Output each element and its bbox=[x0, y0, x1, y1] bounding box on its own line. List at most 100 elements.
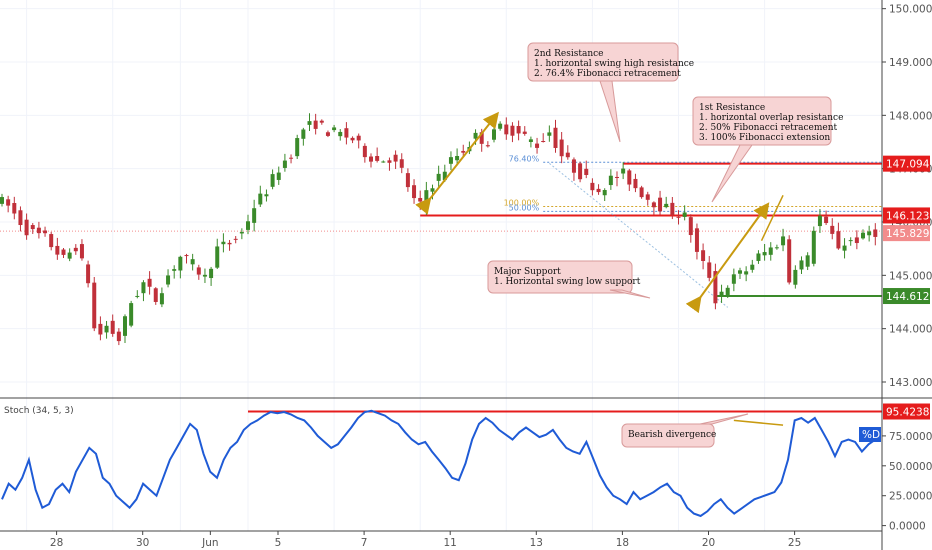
stoch-d-tag-label: %D bbox=[862, 429, 880, 441]
annotation-major-support-text: Major Support bbox=[494, 267, 561, 277]
candle-body bbox=[239, 231, 244, 234]
candle-body bbox=[332, 127, 337, 131]
candle-body bbox=[301, 129, 306, 139]
price-tag-144612: 144.612 bbox=[883, 288, 930, 305]
extension-line bbox=[760, 195, 784, 241]
candle-body bbox=[55, 245, 60, 255]
candle-body bbox=[504, 124, 509, 135]
time-tick-label: 18 bbox=[616, 537, 629, 549]
swing-arrow-up-1 bbox=[415, 111, 499, 215]
annotation-bearish-divergence-bg bbox=[621, 423, 715, 448]
price-tag-146123-label: 146.123 bbox=[886, 210, 929, 222]
candle-body bbox=[707, 262, 712, 278]
candle-body bbox=[578, 163, 583, 180]
candle-body bbox=[602, 190, 607, 196]
candle-body bbox=[861, 232, 865, 239]
candle-body bbox=[36, 227, 41, 234]
candle-body bbox=[0, 197, 4, 204]
candle-body bbox=[227, 242, 232, 245]
time-tick-label: 30 bbox=[136, 537, 149, 549]
candle-body bbox=[209, 268, 214, 279]
candle-body bbox=[498, 123, 503, 129]
price-tick-label: 150.000 bbox=[889, 4, 932, 16]
annotation-1st-resistance-tail bbox=[711, 144, 753, 203]
price-pane[interactable] bbox=[0, 0, 882, 398]
time-tick-label: 28 bbox=[50, 537, 63, 549]
candle-body bbox=[461, 150, 466, 153]
candle-body bbox=[836, 231, 841, 249]
candle-body bbox=[621, 168, 626, 174]
candle-body bbox=[123, 316, 127, 336]
time-tick-label: Jun bbox=[201, 537, 218, 549]
candle-body bbox=[153, 288, 158, 302]
candle-body bbox=[350, 137, 355, 141]
candle-body bbox=[147, 278, 152, 287]
candle-body bbox=[338, 131, 343, 137]
candle-body bbox=[867, 231, 872, 236]
candle-body bbox=[369, 156, 373, 162]
candle-body bbox=[215, 246, 220, 268]
candle-body bbox=[811, 230, 816, 264]
candle-body bbox=[264, 194, 269, 197]
price-tag-147094: 147.094 bbox=[883, 155, 930, 172]
candle-body bbox=[547, 132, 552, 136]
candle-body bbox=[313, 120, 318, 129]
candle-body bbox=[615, 176, 619, 178]
candle-body bbox=[356, 135, 361, 141]
candle-body bbox=[645, 194, 650, 200]
stochastic-indicator: Stoch (34, 5, 3) bbox=[1, 406, 882, 518]
candle-body bbox=[571, 159, 576, 173]
annotation-bearish-divergence-tail bbox=[699, 413, 749, 425]
price-tag-144612-bg bbox=[883, 288, 930, 305]
candle-body bbox=[793, 269, 798, 285]
stoch-tick-label: 0.0000 bbox=[889, 521, 926, 533]
candle-body bbox=[196, 267, 201, 275]
price-axis[interactable]: 150.000149.000148.000147.000146.000145.0… bbox=[882, 4, 932, 389]
candle-body bbox=[430, 188, 435, 192]
stoch-axis[interactable]: 75.0000 50.0000 25.0000 0.0000 bbox=[882, 431, 932, 533]
candle-body bbox=[98, 323, 103, 335]
candle-body bbox=[61, 249, 66, 255]
candle-body bbox=[129, 303, 134, 326]
candle-body bbox=[817, 215, 822, 227]
time-tick-label: 5 bbox=[275, 537, 282, 549]
candle-body bbox=[344, 128, 349, 138]
candle-body bbox=[830, 225, 835, 234]
candle-body bbox=[633, 178, 638, 189]
time-axis[interactable]: 28 30 Jun 5 7 11 13 18 20 25 bbox=[50, 531, 801, 549]
candle-body bbox=[43, 230, 48, 234]
candle-body bbox=[781, 236, 786, 246]
annotation-major-support-bg bbox=[487, 260, 633, 294]
candle-body bbox=[110, 320, 115, 334]
candle-body bbox=[6, 199, 11, 206]
stoch-tag-level-label: 95.4238 bbox=[886, 407, 929, 419]
candle-body bbox=[86, 264, 91, 284]
candle-body bbox=[172, 269, 177, 271]
candle-body bbox=[873, 229, 878, 237]
candle-body bbox=[307, 121, 312, 125]
stoch-pane[interactable] bbox=[0, 398, 882, 531]
price-tick-label: 149.000 bbox=[889, 57, 932, 69]
candle-body bbox=[67, 252, 72, 259]
candle-body bbox=[221, 241, 226, 245]
candle-body bbox=[596, 188, 601, 193]
swing-arrow-up-2 bbox=[685, 202, 770, 314]
candle-body bbox=[559, 139, 564, 157]
candle-body bbox=[252, 208, 257, 223]
candle-body bbox=[49, 234, 54, 248]
candle-body bbox=[418, 197, 423, 202]
annotation-1st-resistance-text: 1. horizontal overlap resistance bbox=[699, 113, 843, 123]
candle-body bbox=[762, 252, 767, 256]
candle-body bbox=[362, 145, 367, 158]
candle-body bbox=[670, 202, 675, 215]
candle-body bbox=[399, 159, 404, 168]
candle-body bbox=[516, 125, 521, 134]
stoch-tick-label: 75.0000 bbox=[889, 431, 932, 443]
stoch-line bbox=[1, 409, 876, 518]
annotation-major-support-tail bbox=[609, 289, 651, 299]
candle-body bbox=[166, 275, 171, 285]
time-tick-label: 13 bbox=[530, 537, 543, 549]
candle-body bbox=[528, 139, 533, 143]
